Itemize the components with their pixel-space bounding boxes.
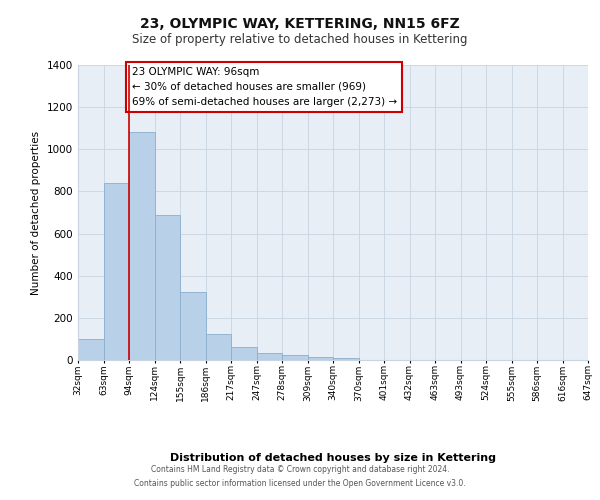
Bar — [155, 214, 180, 360]
Bar — [257, 352, 282, 360]
Bar — [231, 347, 257, 360]
Bar — [78, 339, 104, 360]
Bar — [308, 358, 333, 360]
Bar — [129, 132, 155, 360]
X-axis label: Distribution of detached houses by size in Kettering: Distribution of detached houses by size … — [170, 454, 496, 464]
Bar — [282, 356, 308, 360]
Text: Contains HM Land Registry data © Crown copyright and database right 2024.
Contai: Contains HM Land Registry data © Crown c… — [134, 466, 466, 487]
Bar — [333, 358, 359, 360]
Y-axis label: Number of detached properties: Number of detached properties — [31, 130, 41, 294]
Bar — [180, 292, 205, 360]
Bar — [205, 334, 231, 360]
Text: 23 OLYMPIC WAY: 96sqm
← 30% of detached houses are smaller (969)
69% of semi-det: 23 OLYMPIC WAY: 96sqm ← 30% of detached … — [131, 67, 397, 106]
Bar — [104, 183, 129, 360]
Text: Size of property relative to detached houses in Kettering: Size of property relative to detached ho… — [132, 32, 468, 46]
Text: 23, OLYMPIC WAY, KETTERING, NN15 6FZ: 23, OLYMPIC WAY, KETTERING, NN15 6FZ — [140, 18, 460, 32]
